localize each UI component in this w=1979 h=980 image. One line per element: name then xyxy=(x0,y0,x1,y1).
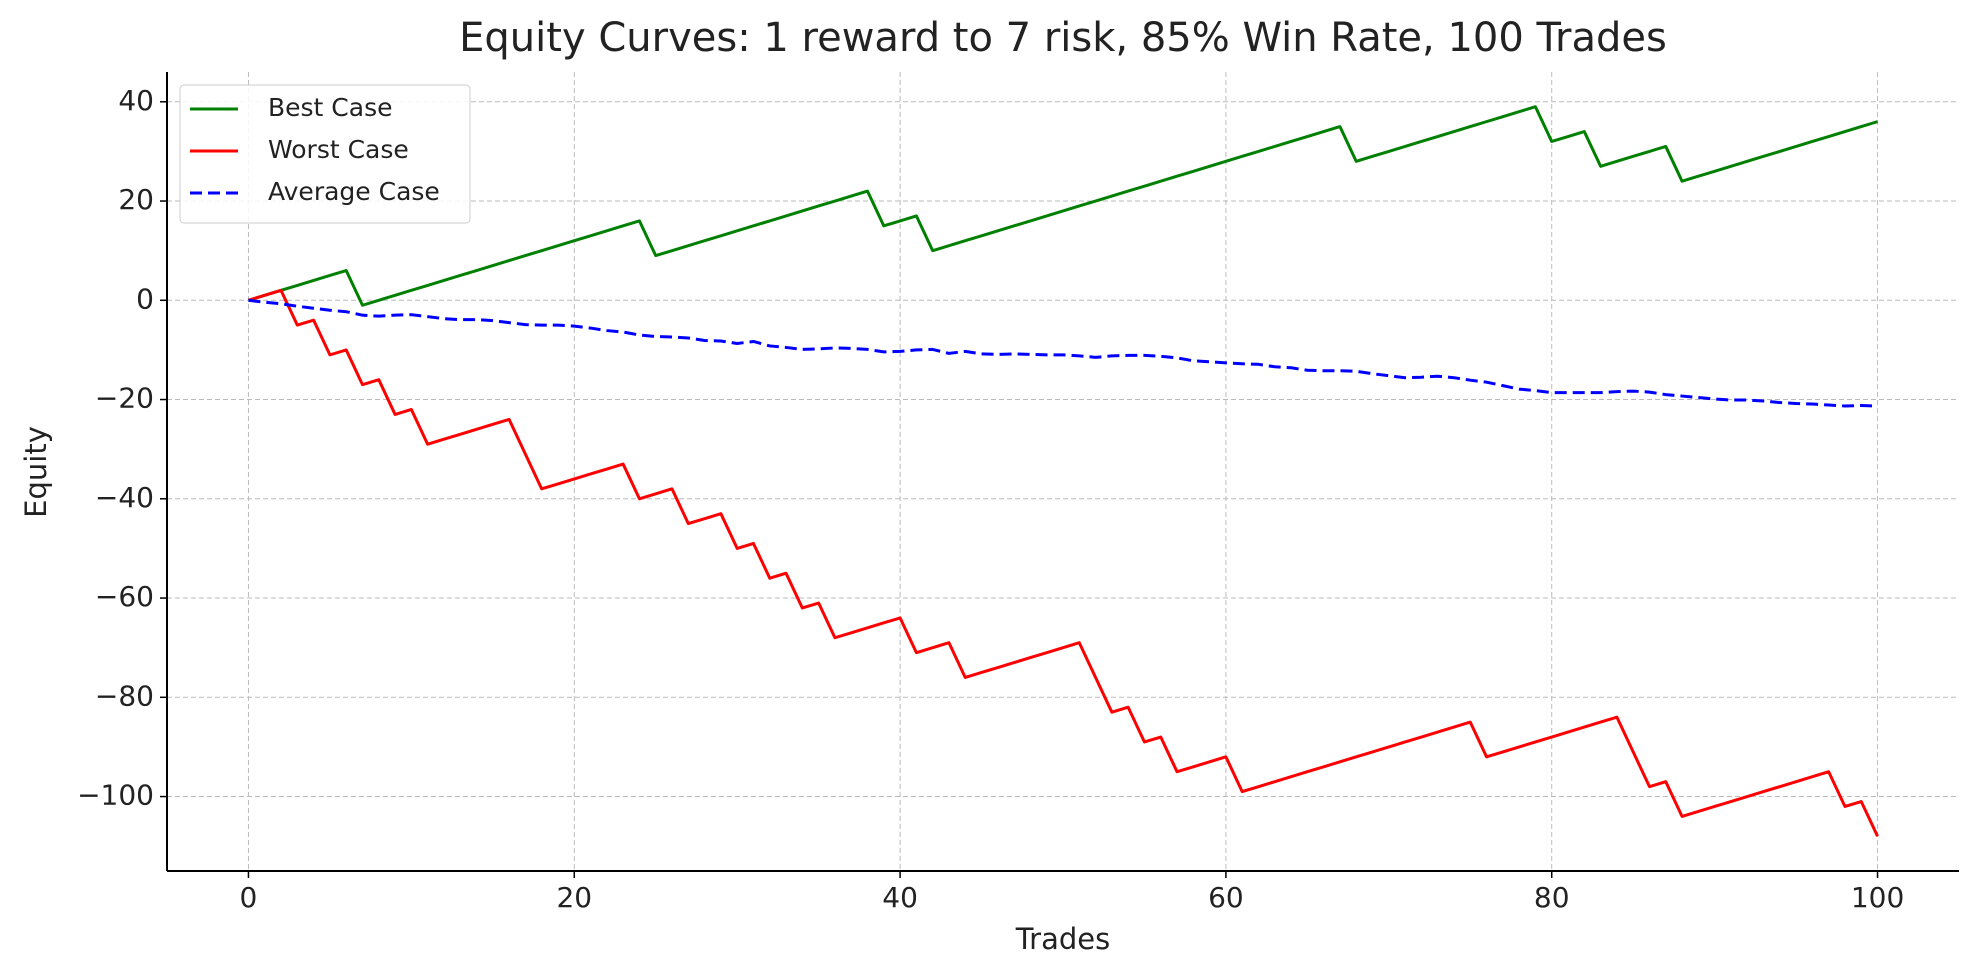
y-tick-label: 40 xyxy=(118,84,154,117)
legend: Best Case Worst Case Average Case xyxy=(179,84,471,224)
y-tick-label: 20 xyxy=(118,183,154,216)
x-tick-label: 40 xyxy=(882,881,918,914)
legend-label: Average Case xyxy=(268,177,440,206)
line-series xyxy=(248,298,1878,408)
x-tick-label: 100 xyxy=(1851,881,1904,914)
y-tick-label: 0 xyxy=(136,282,154,315)
x-tick-label: 20 xyxy=(556,881,592,914)
y-tick-label: −80 xyxy=(95,679,154,712)
line-series xyxy=(248,288,1879,837)
y-axis-label: Equity xyxy=(19,426,53,518)
line-series xyxy=(248,105,1878,307)
y-tick-label: −60 xyxy=(95,580,154,613)
x-axis-label: Trades xyxy=(1015,922,1111,956)
y-tick-label: −100 xyxy=(77,779,154,812)
chart-title: Equity Curves: 1 reward to 7 risk, 85% W… xyxy=(459,15,1667,61)
x-tick-label: 80 xyxy=(1534,881,1570,914)
legend-label: Best Case xyxy=(268,93,393,122)
y-tick-label: −40 xyxy=(95,481,154,514)
x-tick-label: 0 xyxy=(240,881,258,914)
legend-label: Worst Case xyxy=(268,135,409,164)
y-tick-label: −20 xyxy=(95,382,154,415)
x-tick-label: 60 xyxy=(1208,881,1244,914)
legend-box xyxy=(179,84,471,224)
